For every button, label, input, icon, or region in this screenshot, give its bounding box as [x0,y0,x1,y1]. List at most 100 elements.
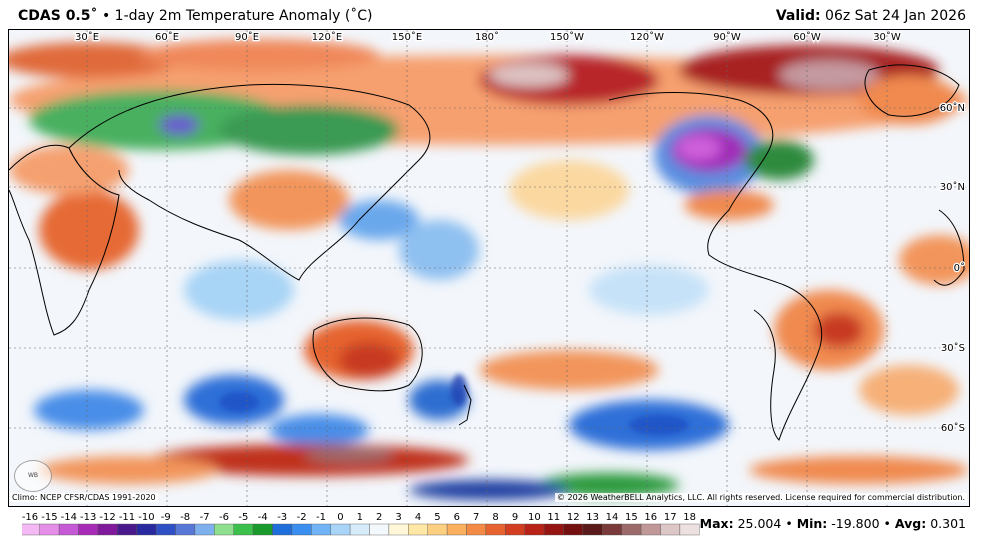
min-label: Min: [796,516,828,531]
colorbar-tick-label: -15 [41,512,57,523]
colorbar-tick-label: -14 [61,512,77,523]
colorbar-tick-label: 3 [395,512,401,523]
colorbar-swatch [233,523,254,536]
lon-label: 180˚ [475,31,499,43]
colorbar-tick-label: 17 [664,512,677,523]
colorbar-tick-label: 18 [683,512,696,523]
anomaly-map: 30˚E 60˚E 90˚E 120˚E 150˚E 180˚ 150˚W 12… [8,29,970,507]
anomaly-shading [9,39,969,500]
min-value: -19.800 [831,516,880,531]
colorbar-tick-label: 12 [567,512,580,523]
colorbar-swatch [58,523,79,536]
max-label: Max: [699,516,734,531]
colorbar-tick-label: 10 [528,512,541,523]
colorbar-swatch [117,523,137,536]
colorbar-swatch [660,523,681,536]
colorbar-swatch [446,523,467,536]
colorbar-tick-label: 6 [454,512,460,523]
colorbar-tick-label: 2 [376,512,382,523]
avg-label: Avg: [894,516,927,531]
colorbar-swatch [543,523,564,536]
colorbar-tick-label: 8 [492,512,498,523]
colorbar-tick-label: 15 [625,512,638,523]
weatherbell-logo: WB [14,460,52,492]
colorbar-swatch [563,523,584,536]
colorbar-swatch [194,523,215,536]
colorbar-tick-label: -10 [138,512,154,523]
colorbar-swatch [330,523,351,536]
lat-label: 30˚N [940,181,965,193]
lon-label: 150˚W [550,31,584,43]
colorbar-swatch [505,523,525,536]
colorbar-swatch [621,523,642,536]
colorbar-swatches [22,523,700,536]
lon-label: 30˚E [75,31,99,43]
anomaly-map-canvas: 30˚E 60˚E 90˚E 120˚E 150˚E 180˚ 150˚W 12… [9,30,969,506]
colorbar-tick-label: -7 [200,512,210,523]
stats-sep: • [883,516,891,531]
colorbar-swatch [582,523,603,536]
lon-label: 90˚E [235,31,259,43]
colorbar-swatch [466,523,487,536]
colorbar-swatch [136,523,157,536]
colorbar-swatch [640,523,661,536]
lat-label: 60˚N [940,102,965,114]
lon-label: 120˚W [630,31,664,43]
colorbar-swatch [22,523,40,536]
stats-sep: • [785,516,793,531]
colorbar-tick-label: -2 [297,512,307,523]
field-name: 1-day 2m Temperature Anomaly (˚C) [114,8,373,24]
colorbar-tick-label: 4 [415,512,421,523]
colorbar-tick-label: 0 [337,512,343,523]
colorbar-tick-label: -4 [258,512,268,523]
colorbar-tick-label: 16 [644,512,657,523]
colorbar-tick-label: 9 [512,512,518,523]
lat-label: 0˚ [954,262,965,274]
copyright-note: © 2026 WeatherBELL Analytics, LLC. All r… [555,493,967,502]
colorbar-swatch [427,523,448,536]
colorbar-labels: -16 -15 -14 -13 -12 -11 -10 -9 -8 -7 -6 -5 -4 -3 -2 -1 0… [22,512,696,523]
map-title: CDAS 0.5˚ • 1-day 2m Temperature Anomaly… [18,6,373,26]
colorbar-tick-label: -16 [22,512,38,523]
colorbar-swatch [679,523,700,536]
colorbar-swatch [214,523,234,536]
colorbar-swatch [252,523,273,536]
lon-label: 90˚W [713,31,741,43]
colorbar-tick-label: -8 [180,512,190,523]
climo-note: Climo: NCEP CFSR/CDAS 1991-2020 [10,493,158,502]
max-value: 25.004 [737,516,782,531]
colorbar-swatch [369,523,390,536]
lon-label: 150˚E [392,31,422,43]
colorbar-swatch [311,523,331,536]
colorbar: -16 -15 -14 -13 -12 -11 -10 -9 -8 -7 -6 -5 -4 -3 -2 -1 0… [22,512,700,536]
colorbar-swatch [388,523,409,536]
colorbar-tick-label: 1 [357,512,363,523]
colorbar-tick-label: -13 [80,512,96,523]
colorbar-swatch [524,523,545,536]
valid-label: Valid [775,8,815,24]
lat-label: 30˚S [941,342,965,354]
lon-label: 30˚W [873,31,901,43]
colorbar-tick-label: -6 [219,512,229,523]
colorbar-swatch [349,523,370,536]
colorbar-swatch [272,523,293,536]
avg-value: 0.301 [930,516,966,531]
colorbar-tick-label: -5 [238,512,248,523]
title-bullet: • [101,8,111,24]
colorbar-tick-label: -9 [161,512,171,523]
colorbar-swatch [408,523,428,536]
lat-label: 60˚S [941,422,965,434]
colorbar-tick-label: 5 [434,512,440,523]
colorbar-tick-label: -1 [316,512,326,523]
colorbar-swatch [291,523,312,536]
colorbar-tick-label: -12 [99,512,115,523]
colorbar-swatch [602,523,622,536]
valid-time-value: 06z Sat 24 Jan 2026 [825,8,966,24]
colorbar-swatch [175,523,196,536]
latitude-labels: 60˚N 30˚N 0˚ 30˚S 60˚S [939,101,967,436]
longitude-labels: 30˚E 60˚E 90˚E 120˚E 150˚E 180˚ 150˚W 12… [74,30,902,44]
coastlines [9,64,965,441]
colorbar-swatch [78,523,99,536]
colorbar-swatch [97,523,118,536]
colorbar-tick-label: 11 [547,512,560,523]
